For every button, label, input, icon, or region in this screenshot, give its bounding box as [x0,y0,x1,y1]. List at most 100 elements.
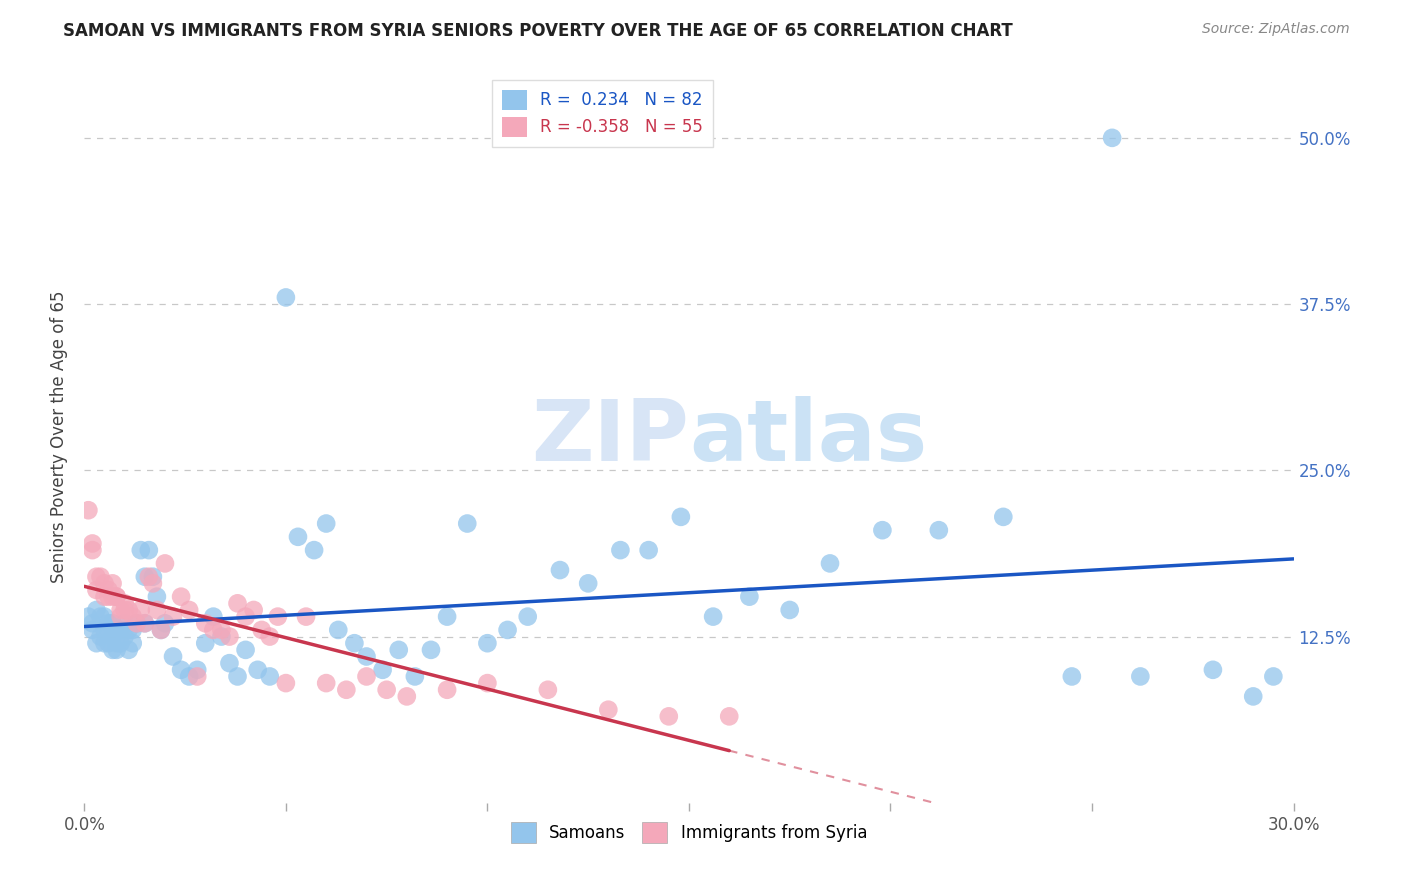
Point [246,663,269,677]
Point [436,609,458,624]
Point [170,663,193,677]
Point [993,509,1015,524]
Point [194,616,217,631]
Point [218,630,240,644]
Point [226,669,249,683]
Text: atlas: atlas [689,395,927,479]
Text: SAMOAN VS IMMIGRANTS FROM SYRIA SENIORS POVERTY OVER THE AGE OF 65 CORRELATION C: SAMOAN VS IMMIGRANTS FROM SYRIA SENIORS … [63,22,1012,40]
Point [718,709,741,723]
Point [93,623,115,637]
Point [395,690,418,704]
Point [101,576,124,591]
Point [1263,669,1285,683]
Point [335,682,357,697]
Point [82,623,104,637]
Point [343,636,366,650]
Point [138,570,160,584]
Point [1202,663,1225,677]
Point [89,630,111,644]
Point [162,649,184,664]
Point [371,663,394,677]
Point [97,590,120,604]
Point [315,516,337,531]
Point [375,682,398,697]
Point [101,590,124,604]
Point [274,676,297,690]
Point [496,623,519,637]
Point [259,630,281,644]
Point [250,623,273,637]
Point [456,516,478,531]
Point [86,636,108,650]
Point [121,636,143,650]
Point [149,623,172,637]
Point [110,636,132,650]
Point [186,669,208,683]
Point [170,590,193,604]
Point [209,623,232,637]
Point [274,290,297,304]
Point [105,590,128,604]
Point [105,623,128,637]
Point [928,523,950,537]
Point [82,616,104,631]
Point [179,603,201,617]
Point [179,669,201,683]
Point [295,609,318,624]
Point [86,603,108,617]
Point [93,576,115,591]
Point [818,557,841,571]
Point [388,643,411,657]
Point [97,636,120,650]
Point [302,543,325,558]
Point [576,576,599,591]
Point [598,703,620,717]
Point [202,609,225,624]
Text: Source: ZipAtlas.com: Source: ZipAtlas.com [1202,22,1350,37]
Point [77,503,100,517]
Point [1129,669,1152,683]
Point [146,590,169,604]
Point [186,663,208,677]
Point [114,603,136,617]
Point [86,570,108,584]
Point [134,570,156,584]
Point [356,669,378,683]
Point [658,709,681,723]
Point [516,609,538,624]
Point [779,603,801,617]
Point [105,636,128,650]
Point [267,609,290,624]
Point [477,636,499,650]
Point [82,536,104,550]
Point [114,630,136,644]
Point [149,623,172,637]
Point [121,623,143,637]
Text: ZIP: ZIP [531,395,689,479]
Point [235,643,257,657]
Point [101,643,124,657]
Point [328,623,350,637]
Point [82,543,104,558]
Point [134,616,156,631]
Point [121,609,143,624]
Point [110,603,132,617]
Point [97,582,120,597]
Point [235,609,257,624]
Y-axis label: Seniors Poverty Over the Age of 65: Seniors Poverty Over the Age of 65 [51,291,69,583]
Point [420,643,443,657]
Point [86,582,108,597]
Point [202,623,225,637]
Point [118,603,141,617]
Point [637,543,659,558]
Point [209,630,232,644]
Point [162,609,184,624]
Point [194,636,217,650]
Point [702,609,724,624]
Point [129,543,152,558]
Point [114,616,136,631]
Point [259,669,281,683]
Point [153,616,176,631]
Point [738,590,761,604]
Point [97,616,120,631]
